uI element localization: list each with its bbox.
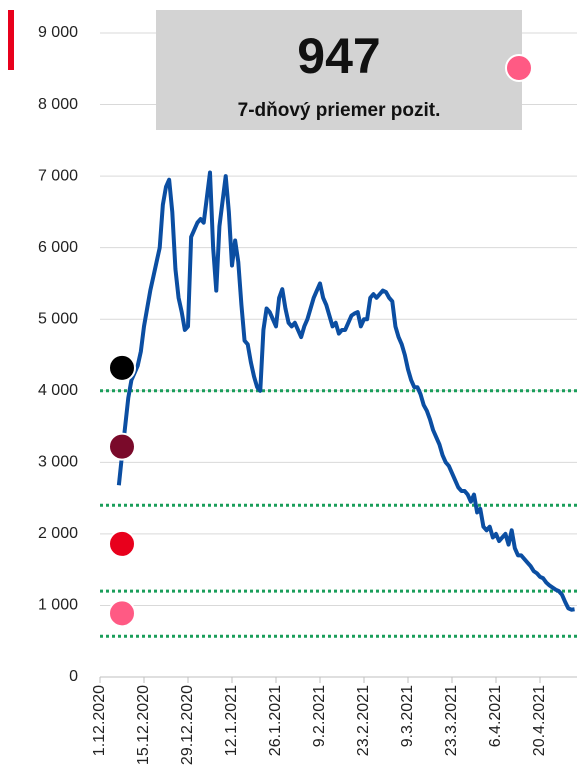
x-tick-label: 29.12.2020 — [179, 685, 196, 765]
y-tick-label: 6 000 — [38, 239, 78, 256]
level-marker — [108, 353, 136, 382]
x-tick-label: 23.3.2021 — [443, 685, 460, 756]
x-tick-label: 23.2.2021 — [355, 685, 372, 756]
x-tick-label: 20.4.2021 — [531, 685, 548, 756]
x-tick-label: 1.12.2020 — [91, 685, 108, 756]
data-line — [116, 170, 575, 612]
x-tick-label: 26.1.2021 — [267, 685, 284, 756]
x-tick-label: 15.12.2020 — [135, 685, 152, 765]
level-marker — [108, 599, 136, 628]
y-tick-label: 2 000 — [38, 525, 78, 542]
x-tick-label: 9.3.2021 — [399, 685, 416, 747]
y-tick-label: 3 000 — [38, 454, 78, 471]
x-tick-label: 9.2.2021 — [311, 685, 328, 747]
accent-bar — [8, 10, 14, 70]
y-tick-label: 8 000 — [38, 96, 78, 113]
x-tick-label: 12.1.2021 — [223, 685, 240, 756]
y-tick-label: 7 000 — [38, 167, 78, 184]
x-tick-label: 6.4.2021 — [487, 685, 504, 747]
highlight-value: 947 — [297, 28, 380, 84]
status-dot — [505, 54, 533, 82]
reference-lines — [100, 389, 577, 638]
grid: 0 1 000 2 000 3 000 4 000 5 000 6 000 7 000 8 00… — [38, 24, 577, 765]
level-marker — [108, 432, 136, 461]
plot — [108, 170, 575, 628]
y-tick-label: 0 — [69, 668, 78, 685]
y-tick-label: 5 000 — [38, 310, 78, 327]
info-box — [156, 10, 522, 130]
y-tick-label: 9 000 — [38, 24, 78, 41]
level-marker — [108, 529, 136, 558]
highlight-label: 7-dňový priemer pozit. — [238, 100, 441, 121]
y-tick-label: 1 000 — [38, 597, 78, 614]
y-tick-label: 4 000 — [38, 382, 78, 399]
